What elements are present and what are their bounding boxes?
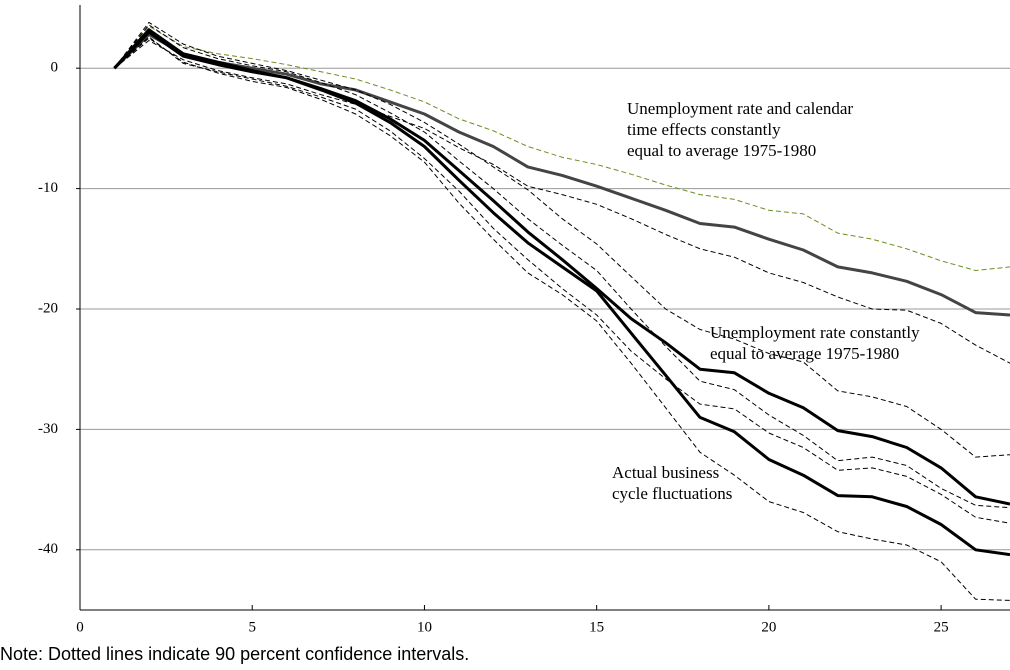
x-tick-label: 5 bbox=[248, 619, 256, 635]
confidence-line bbox=[114, 21, 1010, 458]
x-tick-label: 20 bbox=[761, 619, 776, 635]
series-line bbox=[113, 30, 1010, 557]
annotation: Unemployment rate constantly bbox=[710, 323, 920, 342]
x-tick-label: 10 bbox=[417, 619, 432, 635]
confidence-line bbox=[114, 24, 1010, 509]
note: Note: Dotted lines indicate 90 percent c… bbox=[0, 644, 469, 664]
y-tick-label: 0 bbox=[51, 60, 59, 76]
annotation: time effects constantly bbox=[627, 120, 781, 139]
confidence-line bbox=[114, 40, 1010, 364]
x-tick-label: 25 bbox=[934, 619, 949, 635]
x-tick-label: 15 bbox=[589, 619, 604, 635]
series-line bbox=[113, 33, 1010, 317]
annotation: equal to average 1975-1980 bbox=[627, 141, 816, 160]
annotation: cycle fluctuations bbox=[612, 484, 732, 503]
y-tick-label: -20 bbox=[38, 300, 58, 316]
y-tick-label: -10 bbox=[38, 180, 58, 196]
x-tick-label: 0 bbox=[76, 619, 84, 635]
confidence-line bbox=[114, 37, 1010, 601]
confidence-line bbox=[114, 36, 1010, 524]
confidence-line bbox=[114, 25, 1010, 271]
annotation: equal to average 1975-1980 bbox=[710, 344, 899, 363]
y-tick-label: -40 bbox=[38, 541, 58, 557]
y-tick-label: -30 bbox=[38, 421, 58, 437]
annotation: Unemployment rate and calendar bbox=[627, 99, 853, 118]
annotation: Actual business bbox=[612, 463, 719, 482]
